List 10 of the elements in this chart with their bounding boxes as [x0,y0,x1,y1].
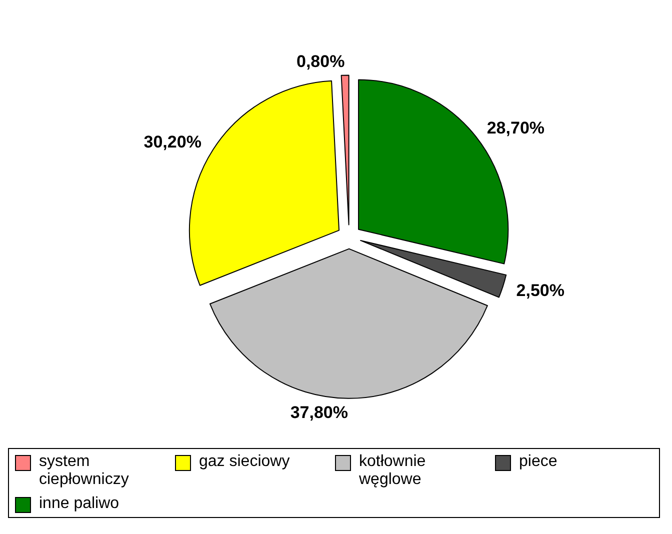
data-label: 2,50% [516,281,564,300]
data-label: 30,20% [144,132,202,152]
data-label: 28,70% [486,118,545,138]
legend-label: system ciepłowniczy [39,453,130,489]
legend-label: kotłownie węglowe [359,453,427,489]
legend-label: gaz sieciowy [199,453,291,471]
legend-label: piece [519,453,558,471]
legend-label: inne paliwo [39,495,120,513]
data-label: 0,80% [296,52,345,71]
data-label: 37,80% [290,402,348,422]
